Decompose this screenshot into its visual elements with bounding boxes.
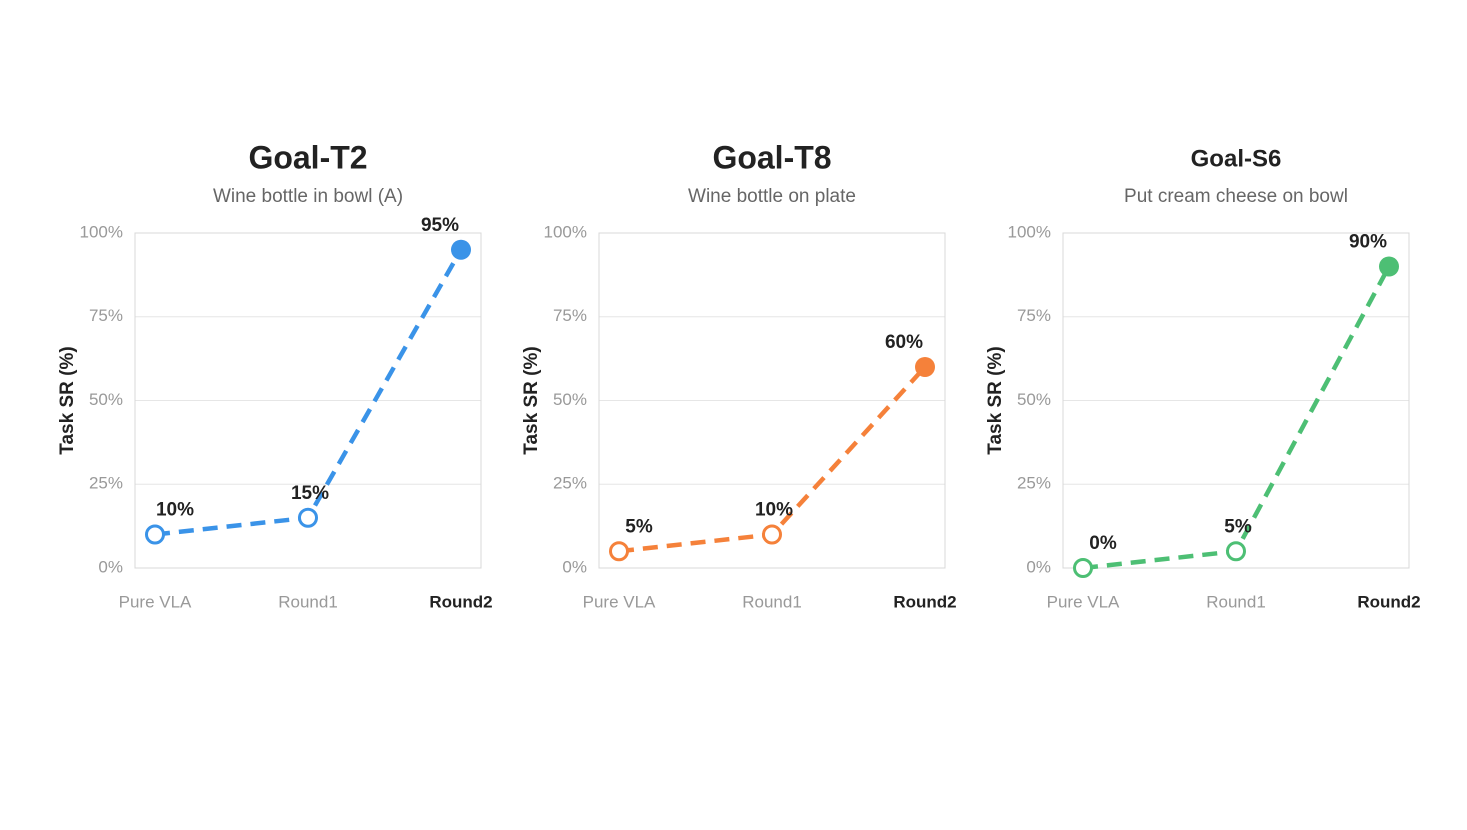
series-line (618, 365, 927, 554)
x-tick-label: Round1 (278, 592, 338, 611)
data-point (762, 524, 782, 545)
data-label: 5% (625, 516, 653, 537)
y-tick-label: 75% (553, 306, 587, 325)
data-point (298, 507, 318, 528)
data-point (1073, 558, 1093, 578)
y-tick-label: 25% (553, 474, 587, 493)
y-tick-label: 25% (1017, 474, 1051, 493)
subplot-title: Goal-S6 (1191, 145, 1282, 172)
y-axis-label: Task SR (%) (57, 346, 78, 454)
subplot-subtitle: Put cream cheese on bowl (1124, 186, 1348, 207)
y-tick-label: 0% (1026, 557, 1051, 576)
y-tick-label: 75% (1017, 306, 1051, 325)
subplot: Goal-T2 Wine bottle in bowl (A) 0% 25% 50% 75… (57, 139, 493, 611)
subplot: Goal-S6 Put cream cheese on bowl 0% 25% 50% 7… (985, 145, 1421, 611)
data-point (609, 541, 629, 562)
y-tick-label: 100% (80, 222, 123, 241)
subplot-subtitle: Wine bottle in bowl (A) (213, 186, 403, 207)
y-tick-label: 50% (89, 390, 123, 409)
subplot-title: Goal-T2 (248, 139, 367, 175)
y-tick-label: 0% (562, 557, 587, 576)
data-label: 60% (885, 332, 923, 353)
data-point (1226, 541, 1246, 562)
data-label: 5% (1224, 516, 1252, 537)
y-axis-label: Task SR (%) (521, 346, 542, 454)
y-tick-label: 50% (553, 390, 587, 409)
y-tick-label: 100% (1008, 222, 1051, 241)
subplot-subtitle: Wine bottle on plate (688, 186, 856, 207)
data-label: 15% (291, 483, 329, 504)
plot-frame (134, 232, 482, 569)
x-tick-label: Pure VLA (583, 592, 656, 611)
x-tick-label: Pure VLA (119, 592, 192, 611)
plot-frame (598, 232, 946, 569)
data-point (451, 239, 471, 260)
x-tick-label: Round1 (742, 592, 802, 611)
y-tick-label: 50% (1017, 390, 1051, 409)
data-label: 10% (156, 500, 194, 521)
y-tick-label: 25% (89, 474, 123, 493)
data-label: 0% (1089, 533, 1117, 554)
x-tick-label: Round2 (1357, 592, 1420, 611)
x-tick-label: Round2 (429, 592, 492, 611)
data-point (915, 357, 935, 377)
plot-frame (1062, 232, 1410, 569)
subplot: Goal-T8 Wine bottle on plate 0% 25% 50% 75% 10… (521, 139, 957, 611)
data-point (145, 524, 165, 545)
data-label: 90% (1349, 232, 1387, 253)
y-tick-label: 75% (89, 306, 123, 325)
x-tick-label: Round1 (1206, 592, 1266, 611)
y-tick-label: 0% (98, 557, 123, 576)
y-axis-label: Task SR (%) (985, 346, 1006, 454)
data-label: 95% (421, 215, 459, 236)
data-point (1379, 256, 1399, 277)
x-tick-label: Pure VLA (1047, 592, 1120, 611)
x-tick-label: Round2 (893, 592, 956, 611)
data-label: 10% (755, 500, 793, 521)
y-tick-label: 100% (544, 222, 587, 241)
subplot-title: Goal-T8 (712, 139, 831, 175)
